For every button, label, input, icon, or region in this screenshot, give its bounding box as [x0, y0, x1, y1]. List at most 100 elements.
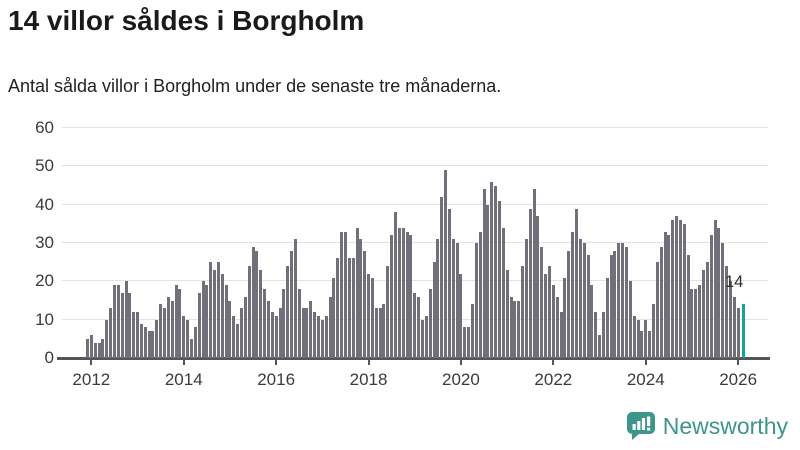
bar	[247, 266, 251, 358]
bar	[509, 296, 513, 358]
bar	[605, 277, 609, 358]
bar	[317, 315, 320, 358]
bar	[97, 342, 101, 358]
bar	[490, 181, 494, 358]
bar	[651, 304, 655, 358]
bar	[617, 243, 621, 358]
bar	[363, 250, 367, 358]
bar	[197, 292, 201, 358]
bar	[555, 296, 559, 358]
bar	[301, 308, 305, 358]
x-axis-tick-label: 2022	[534, 370, 573, 389]
bar	[648, 331, 652, 358]
bar	[413, 292, 417, 358]
bar	[309, 300, 313, 358]
y-axis-tick-label: 60	[35, 118, 54, 137]
bar	[567, 250, 571, 358]
bar	[717, 227, 721, 358]
x-axis-tick-label: 2024	[626, 370, 665, 389]
bar	[189, 338, 193, 358]
bar	[563, 277, 567, 358]
bar	[382, 304, 386, 358]
bar	[640, 331, 644, 358]
bar	[178, 289, 182, 358]
bar	[678, 220, 682, 358]
bar	[517, 300, 521, 358]
bar	[320, 319, 324, 358]
chart-subtitle: Antal sålda villor i Borgholm under de s…	[8, 76, 502, 96]
brand-name: Newsworthy	[662, 412, 788, 439]
bar	[671, 220, 675, 358]
bar	[732, 296, 736, 358]
x-axis-tick-label: 2014	[164, 370, 203, 389]
bar	[213, 269, 217, 358]
bar	[521, 266, 525, 358]
gridline-50	[62, 165, 768, 167]
bar	[417, 296, 421, 358]
bar	[559, 312, 563, 358]
bar	[655, 262, 659, 358]
bar	[209, 262, 213, 358]
bar	[343, 231, 347, 358]
bar	[397, 227, 401, 358]
bar	[93, 342, 97, 358]
bar	[240, 308, 243, 358]
bar	[266, 300, 270, 358]
bar	[313, 312, 317, 358]
bar	[705, 262, 709, 358]
y-axis-tick-label: 30	[35, 233, 54, 252]
bar	[713, 220, 717, 358]
bar	[728, 281, 732, 358]
bar	[255, 250, 259, 358]
x-axis-tick-label: 2018	[349, 370, 388, 389]
x-axis-tickmark	[644, 359, 647, 365]
bar	[594, 312, 598, 358]
bar	[675, 216, 679, 358]
bar	[186, 319, 190, 358]
bar	[205, 285, 209, 358]
bar	[474, 243, 478, 358]
bar	[367, 273, 371, 358]
x-axis-tick-label: 2026	[719, 370, 758, 389]
bar	[324, 315, 328, 358]
bar	[297, 289, 301, 358]
bar	[89, 335, 93, 358]
bar	[293, 239, 297, 358]
bar	[136, 312, 140, 358]
bar	[690, 289, 694, 358]
x-axis-tickmark	[90, 359, 93, 365]
bar	[274, 315, 278, 358]
bar	[482, 189, 486, 358]
x-axis-tick-label: 2020	[442, 370, 480, 389]
x-axis-tick-label: 2012	[72, 370, 111, 389]
bar	[224, 285, 228, 358]
bar	[621, 243, 625, 358]
bar	[497, 200, 501, 358]
bar	[632, 315, 636, 358]
x-axis-tickmark	[737, 359, 740, 365]
newsworthy-brand[interactable]: Newsworthy	[626, 411, 788, 441]
bar	[682, 223, 686, 358]
gridline-40	[62, 203, 768, 205]
bar	[694, 289, 698, 358]
x-axis-tickmark	[367, 359, 370, 365]
bar	[686, 254, 690, 358]
bar	[332, 277, 336, 358]
bar	[155, 319, 159, 358]
bar	[444, 170, 448, 358]
bar	[405, 231, 409, 358]
bar	[232, 315, 236, 358]
bar	[263, 289, 267, 358]
bar	[721, 243, 725, 358]
bar	[432, 262, 436, 358]
bar	[282, 289, 286, 358]
gridline-30	[62, 242, 768, 243]
bar	[698, 285, 702, 358]
page-title: 14 villor såldes i Borgholm	[8, 5, 365, 36]
bar	[440, 197, 444, 358]
bar	[436, 239, 440, 358]
bar	[170, 300, 174, 358]
bar	[174, 285, 178, 358]
bar	[513, 300, 517, 358]
bar	[182, 315, 186, 358]
